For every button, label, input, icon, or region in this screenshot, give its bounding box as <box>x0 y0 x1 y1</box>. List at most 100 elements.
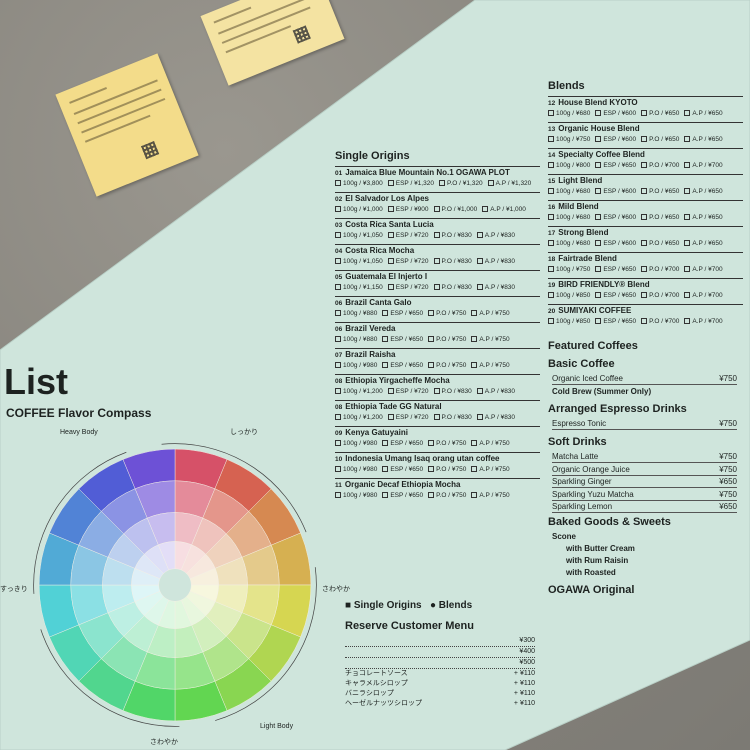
price-option: A.P / ¥830 <box>477 231 515 240</box>
price-options: 100g / ¥850 ESP / ¥650 P.O / ¥700 A.P / ¥70… <box>548 291 743 300</box>
reserve-price: ¥400 <box>345 647 535 658</box>
item-name: Specialty Coffee Blend <box>558 150 645 159</box>
item-number: 17 <box>548 230 556 237</box>
item-name: Brazil Canta Galo <box>345 298 412 307</box>
espresso-heading: Arranged Espresso Drinks <box>548 403 687 415</box>
item-title: 10 Indonesia Umang Isaq orang utan coffee <box>335 454 540 465</box>
item-name: Costa Rica Mocha <box>345 246 415 255</box>
item-title: 17 Strong Blend <box>548 228 743 239</box>
menu-item: 11 Organic Decaf Ethiopia Mocha 100g / ¥98… <box>335 478 540 500</box>
menu-item: with Rum Raisin <box>566 556 629 565</box>
syrup-option: キャラメルシロップ + ¥110 <box>345 679 535 689</box>
price-option: ESP / ¥720 <box>388 257 429 266</box>
menu-item: 12 House Blend KYOTO 100g / ¥680 ESP / ¥600… <box>548 96 743 118</box>
price-option: 100g / ¥3,800 <box>335 179 383 188</box>
basic-coffee-heading: Basic Coffee <box>548 358 615 370</box>
price-options: 100g / ¥680 ESP / ¥600 P.O / ¥650 A.P / ¥65… <box>548 239 743 248</box>
circle-icon: ● <box>429 600 437 611</box>
menu-item: 08 Ethiopia Tade GG Natural 100g / ¥1,200 E… <box>335 400 540 422</box>
menu-item: 07 Brazil Raisha 100g / ¥980 ESP / ¥650 P.O … <box>335 348 540 370</box>
item-name: Fairtrade Blend <box>558 254 617 263</box>
legend-blends: Blends <box>438 600 473 611</box>
price-option: 100g / ¥680 <box>548 213 590 222</box>
menu-item: with Roasted <box>566 568 616 577</box>
item-title: 01 Jamaica Blue Mountain No.1 OGAWA PLOT <box>335 168 540 179</box>
menu-item: 02 El Salvador Los Alpes 100g / ¥1,000 ESP … <box>335 192 540 214</box>
price-option: ESP / ¥720 <box>388 231 429 240</box>
menu-item: 18 Fairtrade Blend 100g / ¥750 ESP / ¥650 P.… <box>548 252 743 274</box>
price-option: A.P / ¥750 <box>471 361 509 370</box>
price-value: ¥300 <box>519 637 535 644</box>
item-price: ¥750 <box>719 374 737 383</box>
price-option: 100g / ¥800 <box>548 161 590 170</box>
menu-item: 05 Guatemala El Injerto I 100g / ¥1,150 ESP… <box>335 270 540 292</box>
menu-item: 19 BIRD FRIENDLY® Blend 100g / ¥850 ESP / ¥… <box>548 278 743 300</box>
price-option: A.P / ¥700 <box>684 317 722 326</box>
price-option: 100g / ¥750 <box>548 135 590 144</box>
item-name: Guatemala El Injerto I <box>345 272 428 281</box>
item-number: 13 <box>548 126 556 133</box>
item-name: Espresso Tonic <box>552 419 607 428</box>
menu-item: 10 Indonesia Umang Isaq orang utan coffee… <box>335 452 540 474</box>
price-option: A.P / ¥830 <box>477 283 515 292</box>
item-price: ¥650 <box>719 502 737 511</box>
menu-item: 08 Ethiopia Yirgacheffe Mocha 100g / ¥1,20… <box>335 374 540 396</box>
menu-item: 01 Jamaica Blue Mountain No.1 OGAWA PLOT 1… <box>335 166 540 188</box>
wheel-label-bottom: さわやか <box>150 739 178 746</box>
item-title: 13 Organic House Blend <box>548 124 743 135</box>
price-option: 100g / ¥880 <box>335 309 377 318</box>
price-option: 100g / ¥680 <box>548 109 590 118</box>
price-value: ¥400 <box>519 648 535 655</box>
compass-title: COFFEE Flavor Compass <box>6 406 152 420</box>
price-option: P.O / ¥650 <box>641 239 679 248</box>
menu-item: Matcha Latte ¥750 <box>552 451 737 463</box>
price-option: A.P / ¥1,000 <box>482 205 526 214</box>
menu-item: 17 Strong Blend 100g / ¥680 ESP / ¥600 P.O /… <box>548 226 743 248</box>
item-title: 08 Ethiopia Tade GG Natural <box>335 402 540 413</box>
menu-item: 06 Brazil Vereda 100g / ¥880 ESP / ¥650 P.O … <box>335 322 540 344</box>
price-option: ESP / ¥720 <box>388 413 429 422</box>
price-option: P.O / ¥750 <box>428 491 466 500</box>
item-name: SUMIYAKI COFFEE <box>558 306 632 315</box>
legend: ■ Single Origins ● Blends <box>345 600 472 612</box>
menu-item: 13 Organic House Blend 100g / ¥750 ESP / ¥6… <box>548 122 743 144</box>
syrup-price: + ¥110 <box>513 690 535 697</box>
blends-heading: Blends <box>548 80 585 92</box>
price-options: 100g / ¥750 ESP / ¥650 P.O / ¥700 A.P / ¥70… <box>548 265 743 274</box>
price-option: A.P / ¥650 <box>684 213 722 222</box>
featured-heading: Featured Coffees <box>548 340 638 352</box>
item-name: Indonesia Umang Isaq orang utan coffee <box>345 454 500 463</box>
price-option: P.O / ¥750 <box>428 361 466 370</box>
price-option: ESP / ¥650 <box>382 309 423 318</box>
price-option: 100g / ¥680 <box>548 187 590 196</box>
price-option: A.P / ¥750 <box>471 309 509 318</box>
price-option: 100g / ¥1,050 <box>335 257 383 266</box>
item-price: ¥750 <box>719 452 737 461</box>
item-name: Organic House Blend <box>558 124 640 133</box>
item-price: ¥750 <box>719 464 737 474</box>
item-number: 20 <box>548 308 556 315</box>
price-option: 100g / ¥680 <box>548 239 590 248</box>
price-option: P.O / ¥750 <box>428 309 466 318</box>
wheel-label-left: すっきり <box>0 586 28 593</box>
price-option: A.P / ¥750 <box>471 335 509 344</box>
item-title: 18 Fairtrade Blend <box>548 254 743 265</box>
price-option: A.P / ¥650 <box>684 109 722 118</box>
price-option: A.P / ¥750 <box>471 465 509 474</box>
price-option: A.P / ¥700 <box>684 161 722 170</box>
price-option: A.P / ¥750 <box>471 491 509 500</box>
item-title: 07 Brazil Raisha <box>335 350 540 361</box>
item-number: 11 <box>335 482 342 489</box>
price-option: P.O / ¥700 <box>641 265 679 274</box>
menu-item: 03 Costa Rica Santa Lucia 100g / ¥1,050 ESP… <box>335 218 540 240</box>
price-option: 100g / ¥750 <box>548 265 590 274</box>
menu-item: Espresso Tonic ¥750 <box>552 418 737 430</box>
item-number: 12 <box>548 100 556 107</box>
item-name: House Blend KYOTO <box>558 98 638 107</box>
ogawa-original: OGAWA Original <box>548 584 635 596</box>
price-options: 100g / ¥980 ESP / ¥650 P.O / ¥750 A.P / ¥75… <box>335 465 540 474</box>
item-name: Sparkling Ginger <box>552 477 612 486</box>
item-name: Organic Orange Juice <box>552 464 630 474</box>
wheel-sector <box>158 541 176 571</box>
menu-item: 04 Costa Rica Mocha 100g / ¥1,050 ESP / ¥72… <box>335 244 540 266</box>
